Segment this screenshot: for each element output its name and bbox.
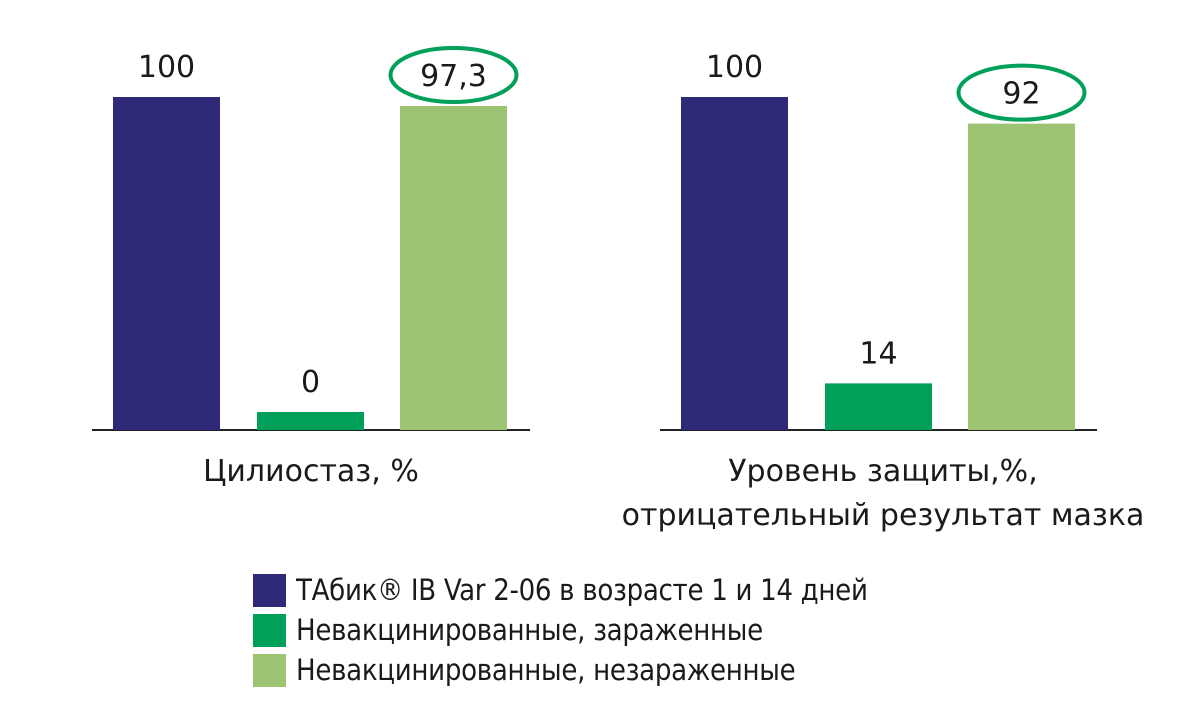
axis-label-1: Цилиостаз, % <box>203 454 419 489</box>
bar-2-1 <box>681 97 788 430</box>
legend: ТАбик® IB Var 2-06 в возрасте 1 и 14 дне… <box>253 570 868 690</box>
legend-swatch-unvaccinated-infected <box>253 613 286 647</box>
data-label-2-1: 100 <box>706 50 763 85</box>
data-label-1-3: 97,3 <box>420 59 487 94</box>
data-label-1-1: 100 <box>138 50 195 85</box>
bar-1-3 <box>400 105 507 430</box>
highlight-ellipse-1 <box>388 45 519 104</box>
legend-swatch-unvaccinated-uninfected <box>253 653 286 687</box>
bar-1-1 <box>113 97 220 430</box>
axis-label-2-line-2: отрицательный результат мазка <box>622 498 1145 533</box>
legend-item-unvaccinated-infected: Невакцинированные, зараженные <box>253 610 868 650</box>
legend-item-unvaccinated-uninfected: Невакцинированные, незараженные <box>253 650 868 690</box>
legend-swatch-vaccinated <box>253 573 286 607</box>
legend-label-vaccinated: ТАбик® IB Var 2-06 в возрасте 1 и 14 дне… <box>296 573 868 607</box>
highlight-ellipse-2 <box>956 63 1087 122</box>
bar-2-2 <box>825 383 932 430</box>
bar-2-3 <box>968 123 1075 430</box>
legend-label-unvaccinated-infected: Невакцинированные, зараженные <box>296 613 763 647</box>
data-label-1-2: 0 <box>301 365 320 400</box>
legend-item-vaccinated: ТАбик® IB Var 2-06 в возрасте 1 и 14 дне… <box>253 570 868 610</box>
data-label-2-3: 92 <box>1002 77 1040 112</box>
axis-label-2-line-1: Уровень защиты,%, <box>728 454 1037 489</box>
data-label-2-2: 14 <box>859 336 897 371</box>
legend-label-unvaccinated-uninfected: Невакцинированные, незараженные <box>296 653 796 687</box>
bar-1-2 <box>257 412 364 430</box>
